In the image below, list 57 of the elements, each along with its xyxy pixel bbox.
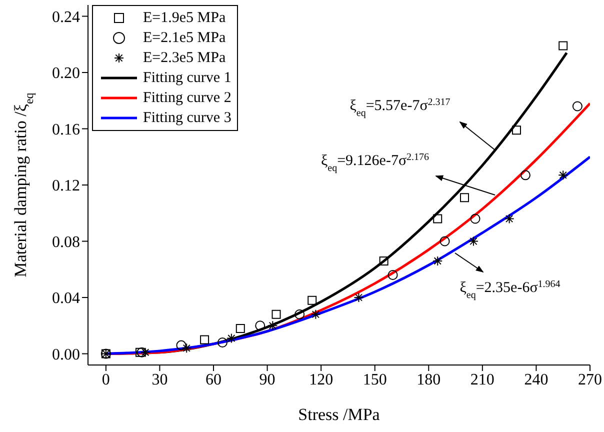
y-tick-label: 0.12 [52,178,80,195]
point [558,170,568,180]
x-tick-label: 0 [102,371,110,388]
point [182,343,192,354]
legend-label: E=2.1e5 MPa [143,29,226,48]
point [432,256,443,266]
point [140,347,150,358]
x-tick-label: 150 [362,371,387,388]
x-tick-label: 180 [416,371,441,388]
y-tick-label: 0.16 [52,121,80,138]
point [294,309,305,320]
annotation: ξ$_{eq}$=5.57e-7σ$^{2.317}$ [350,96,450,118]
legend-label: Fitting curve 3 [143,109,232,128]
point [310,309,321,320]
y-tick-label: 0.00 [52,346,80,364]
x-tick-label: 90 [259,371,276,388]
point [176,340,186,350]
legend-label: E=1.9e5 MPa [143,9,226,28]
y-tick-label: 0.24 [52,8,80,26]
x-tick-label: 240 [524,371,548,388]
point [520,170,530,180]
point [268,320,278,331]
point [512,126,521,135]
point [217,337,228,348]
point [255,320,266,331]
x-axis-title: Stress /MPa [298,405,380,424]
point [558,41,568,50]
point [200,335,210,344]
point [135,348,144,357]
point [460,193,469,202]
point [136,347,147,358]
point [572,101,582,112]
x-tick-label: 210 [470,371,494,388]
legend-label: Fitting curve 1 [143,69,232,88]
x-tick-label: 60 [206,371,222,388]
point [226,333,236,344]
y-tick-label: 0.04 [52,290,80,308]
point [236,324,245,333]
point [354,292,364,302]
point [379,256,388,266]
point [470,214,480,224]
y-tick-label: 0.08 [52,234,80,251]
annotation: ξ$_{eq}$=2.35e-6σ$^{1.964}$ [460,278,560,300]
legend-label: E=2.3e5 MPa [143,49,226,68]
annotation: ξ$_{eq}$=9.126e-7σ$^{2.176}$ [320,152,430,174]
x-tick-label: 120 [309,371,334,388]
point [504,214,514,224]
y-tick-label: 0.20 [52,65,80,82]
legend-label: Fitting curve 2 [143,89,232,108]
point [308,296,317,305]
point [388,270,398,280]
point [440,236,450,246]
point [272,310,281,319]
point [433,214,442,224]
x-tick-label: 270 [578,371,602,388]
point [468,236,478,246]
x-tick-label: 30 [152,371,168,388]
